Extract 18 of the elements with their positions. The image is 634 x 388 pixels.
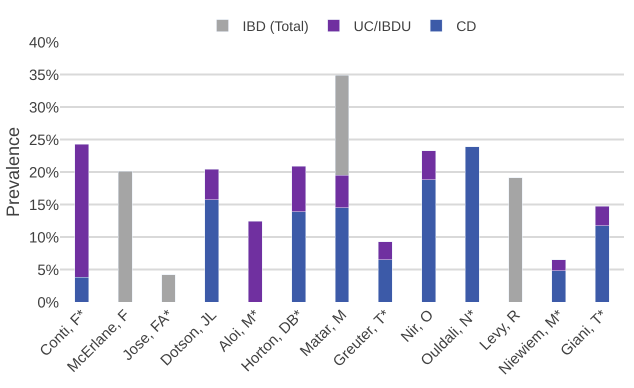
bar [248,221,262,302]
legend-label: UC/IBDU [354,18,412,34]
bar [508,178,523,302]
y-tick-label: 40% [28,34,59,52]
y-tick-label: 25% [28,132,59,149]
y-tick-label: 10% [28,229,59,246]
y-tick-label: 15% [28,196,59,214]
y-tick-label: 5% [37,262,59,279]
y-tick-label: 30% [28,99,59,116]
bar [464,146,480,302]
legend-label: CD [456,18,476,34]
legend-label: IBD (Total) [242,18,309,34]
y-tick-label: 20% [28,164,59,182]
bar [161,274,176,302]
bar [118,171,132,302]
y-tick-label: 35% [28,66,59,84]
y-axis-title: Prevalence [3,126,24,218]
y-tick-label: 0% [37,294,59,312]
